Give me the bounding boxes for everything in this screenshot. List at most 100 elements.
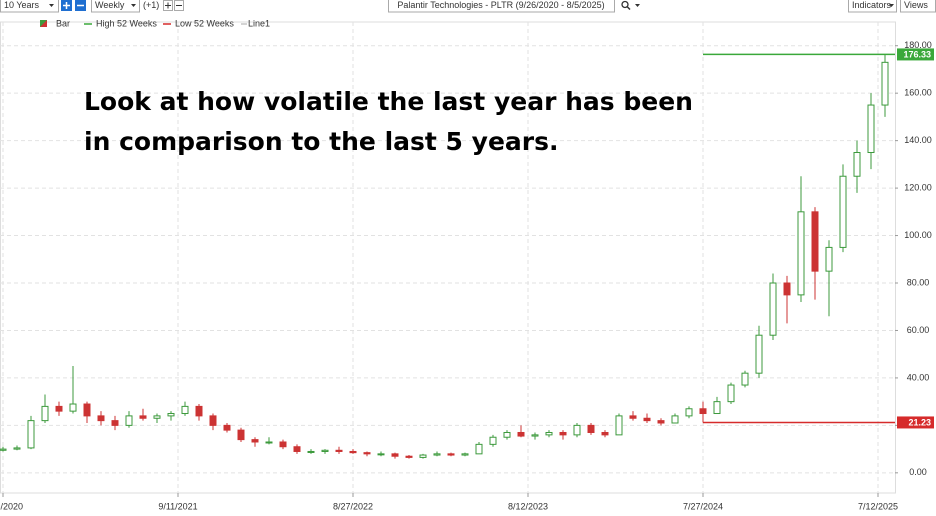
candle-body bbox=[657, 420, 665, 424]
x-tick-label: 8/27/2022 bbox=[333, 501, 373, 511]
legend-label: High 52 Weeks bbox=[96, 18, 157, 28]
candle-body bbox=[41, 405, 49, 422]
candle-body bbox=[559, 431, 567, 436]
candle-body bbox=[377, 453, 385, 456]
legend-label: Low 52 Weeks bbox=[175, 18, 234, 28]
candle-body bbox=[853, 152, 861, 177]
candle-body bbox=[741, 372, 749, 386]
y-tick-label: 40.00 bbox=[907, 372, 930, 382]
candle-body bbox=[181, 405, 189, 415]
candle-body bbox=[223, 424, 231, 431]
candle-body bbox=[685, 408, 693, 417]
candle-body bbox=[321, 449, 329, 452]
candle-body bbox=[629, 415, 637, 419]
annotation: Look at how volatile the last year has b… bbox=[84, 87, 693, 116]
candle-body bbox=[209, 415, 217, 426]
legend-label: Bar bbox=[56, 18, 70, 28]
toolbar: 10 Years Weekly (+1) Palantir Technologi… bbox=[0, 0, 936, 13]
price-tag bbox=[897, 416, 934, 429]
y-tick-label: 100.00 bbox=[904, 230, 932, 240]
candle-body bbox=[825, 246, 833, 272]
x-tick-label: 7/27/2024 bbox=[683, 501, 723, 511]
plus-icon bbox=[165, 2, 171, 9]
candle-body bbox=[713, 401, 721, 415]
candle-body bbox=[237, 429, 245, 441]
candle-body bbox=[699, 408, 707, 415]
price-tag bbox=[897, 48, 934, 61]
offset-label: (+1) bbox=[143, 0, 159, 10]
y-tick-label: 120.00 bbox=[904, 182, 932, 192]
y-tick-label: 140.00 bbox=[904, 135, 932, 145]
candle-body bbox=[391, 453, 399, 457]
indicators-label: Indicators bbox=[852, 0, 892, 10]
y-tick-label: 60.00 bbox=[907, 325, 930, 335]
candle-body bbox=[783, 282, 791, 296]
candle-body bbox=[0, 448, 7, 451]
candle-body bbox=[195, 405, 203, 417]
candle-body bbox=[475, 443, 483, 455]
interval-label: Weekly bbox=[95, 0, 125, 10]
candle-body bbox=[265, 441, 273, 444]
interval-dropdown[interactable] bbox=[91, 0, 140, 13]
dropdown-arrow bbox=[49, 4, 54, 7]
range-dropdown[interactable] bbox=[0, 0, 59, 13]
candle-body bbox=[881, 61, 889, 106]
candle-body bbox=[97, 415, 105, 422]
symbol-label: Palantir Technologies - PLTR (9/26/2020 … bbox=[397, 0, 604, 10]
candle-body bbox=[153, 415, 161, 419]
candle-body bbox=[727, 384, 735, 403]
candle-body bbox=[349, 450, 357, 454]
candle-body bbox=[671, 415, 679, 424]
symbol-box[interactable] bbox=[388, 0, 615, 13]
candle-body bbox=[167, 413, 175, 417]
candle-body bbox=[517, 431, 525, 437]
x-tick-label: 9/26/2020 bbox=[0, 501, 23, 511]
candle-body bbox=[69, 403, 77, 412]
candle-body bbox=[27, 420, 35, 449]
candle-body bbox=[615, 415, 623, 436]
candle-body bbox=[279, 441, 287, 448]
y-tick-label: 80.00 bbox=[907, 277, 930, 287]
y-tick-label: 180.00 bbox=[904, 40, 932, 50]
candle-body bbox=[601, 431, 609, 436]
candle-body bbox=[111, 420, 119, 426]
candle-body bbox=[335, 449, 343, 452]
y-tick-label: 160.00 bbox=[904, 88, 932, 98]
views-label: Views bbox=[904, 0, 928, 10]
candle-body bbox=[55, 405, 63, 412]
legend-label: Line1 bbox=[248, 18, 270, 28]
candle-body bbox=[489, 436, 497, 445]
candle-body bbox=[755, 334, 763, 374]
candle-body bbox=[573, 424, 581, 436]
indicators-button[interactable] bbox=[848, 0, 897, 13]
candle-body bbox=[531, 434, 539, 437]
candle-body bbox=[419, 454, 427, 458]
candle-body bbox=[13, 447, 21, 450]
candle-body bbox=[811, 211, 819, 272]
candle-body bbox=[797, 211, 805, 296]
dropdown-arrow bbox=[889, 4, 894, 7]
candle-body bbox=[867, 104, 875, 154]
candle-body bbox=[363, 452, 371, 455]
candle-body bbox=[405, 455, 413, 458]
search-icon-handle bbox=[626, 5, 631, 11]
search-icon[interactable] bbox=[621, 0, 629, 9]
candle-body bbox=[643, 417, 651, 422]
plus-icon bbox=[63, 2, 70, 9]
candle-body bbox=[503, 431, 511, 438]
x-tick-label: 7/12/2025 bbox=[858, 501, 898, 511]
candle-body bbox=[433, 453, 441, 456]
y-tick-label: 0.00 bbox=[909, 467, 927, 477]
candle-body bbox=[461, 453, 469, 456]
candle-body bbox=[447, 453, 455, 456]
candle-body bbox=[83, 403, 91, 417]
candle-body bbox=[839, 175, 847, 248]
candle-body bbox=[587, 424, 595, 433]
range-label: 10 Years bbox=[4, 0, 40, 10]
x-tick-label: 8/12/2023 bbox=[508, 501, 548, 511]
price-tag-label: 176.33 bbox=[903, 49, 931, 59]
price-tag-label: 21.23 bbox=[908, 417, 931, 427]
dropdown-arrow bbox=[131, 4, 136, 7]
